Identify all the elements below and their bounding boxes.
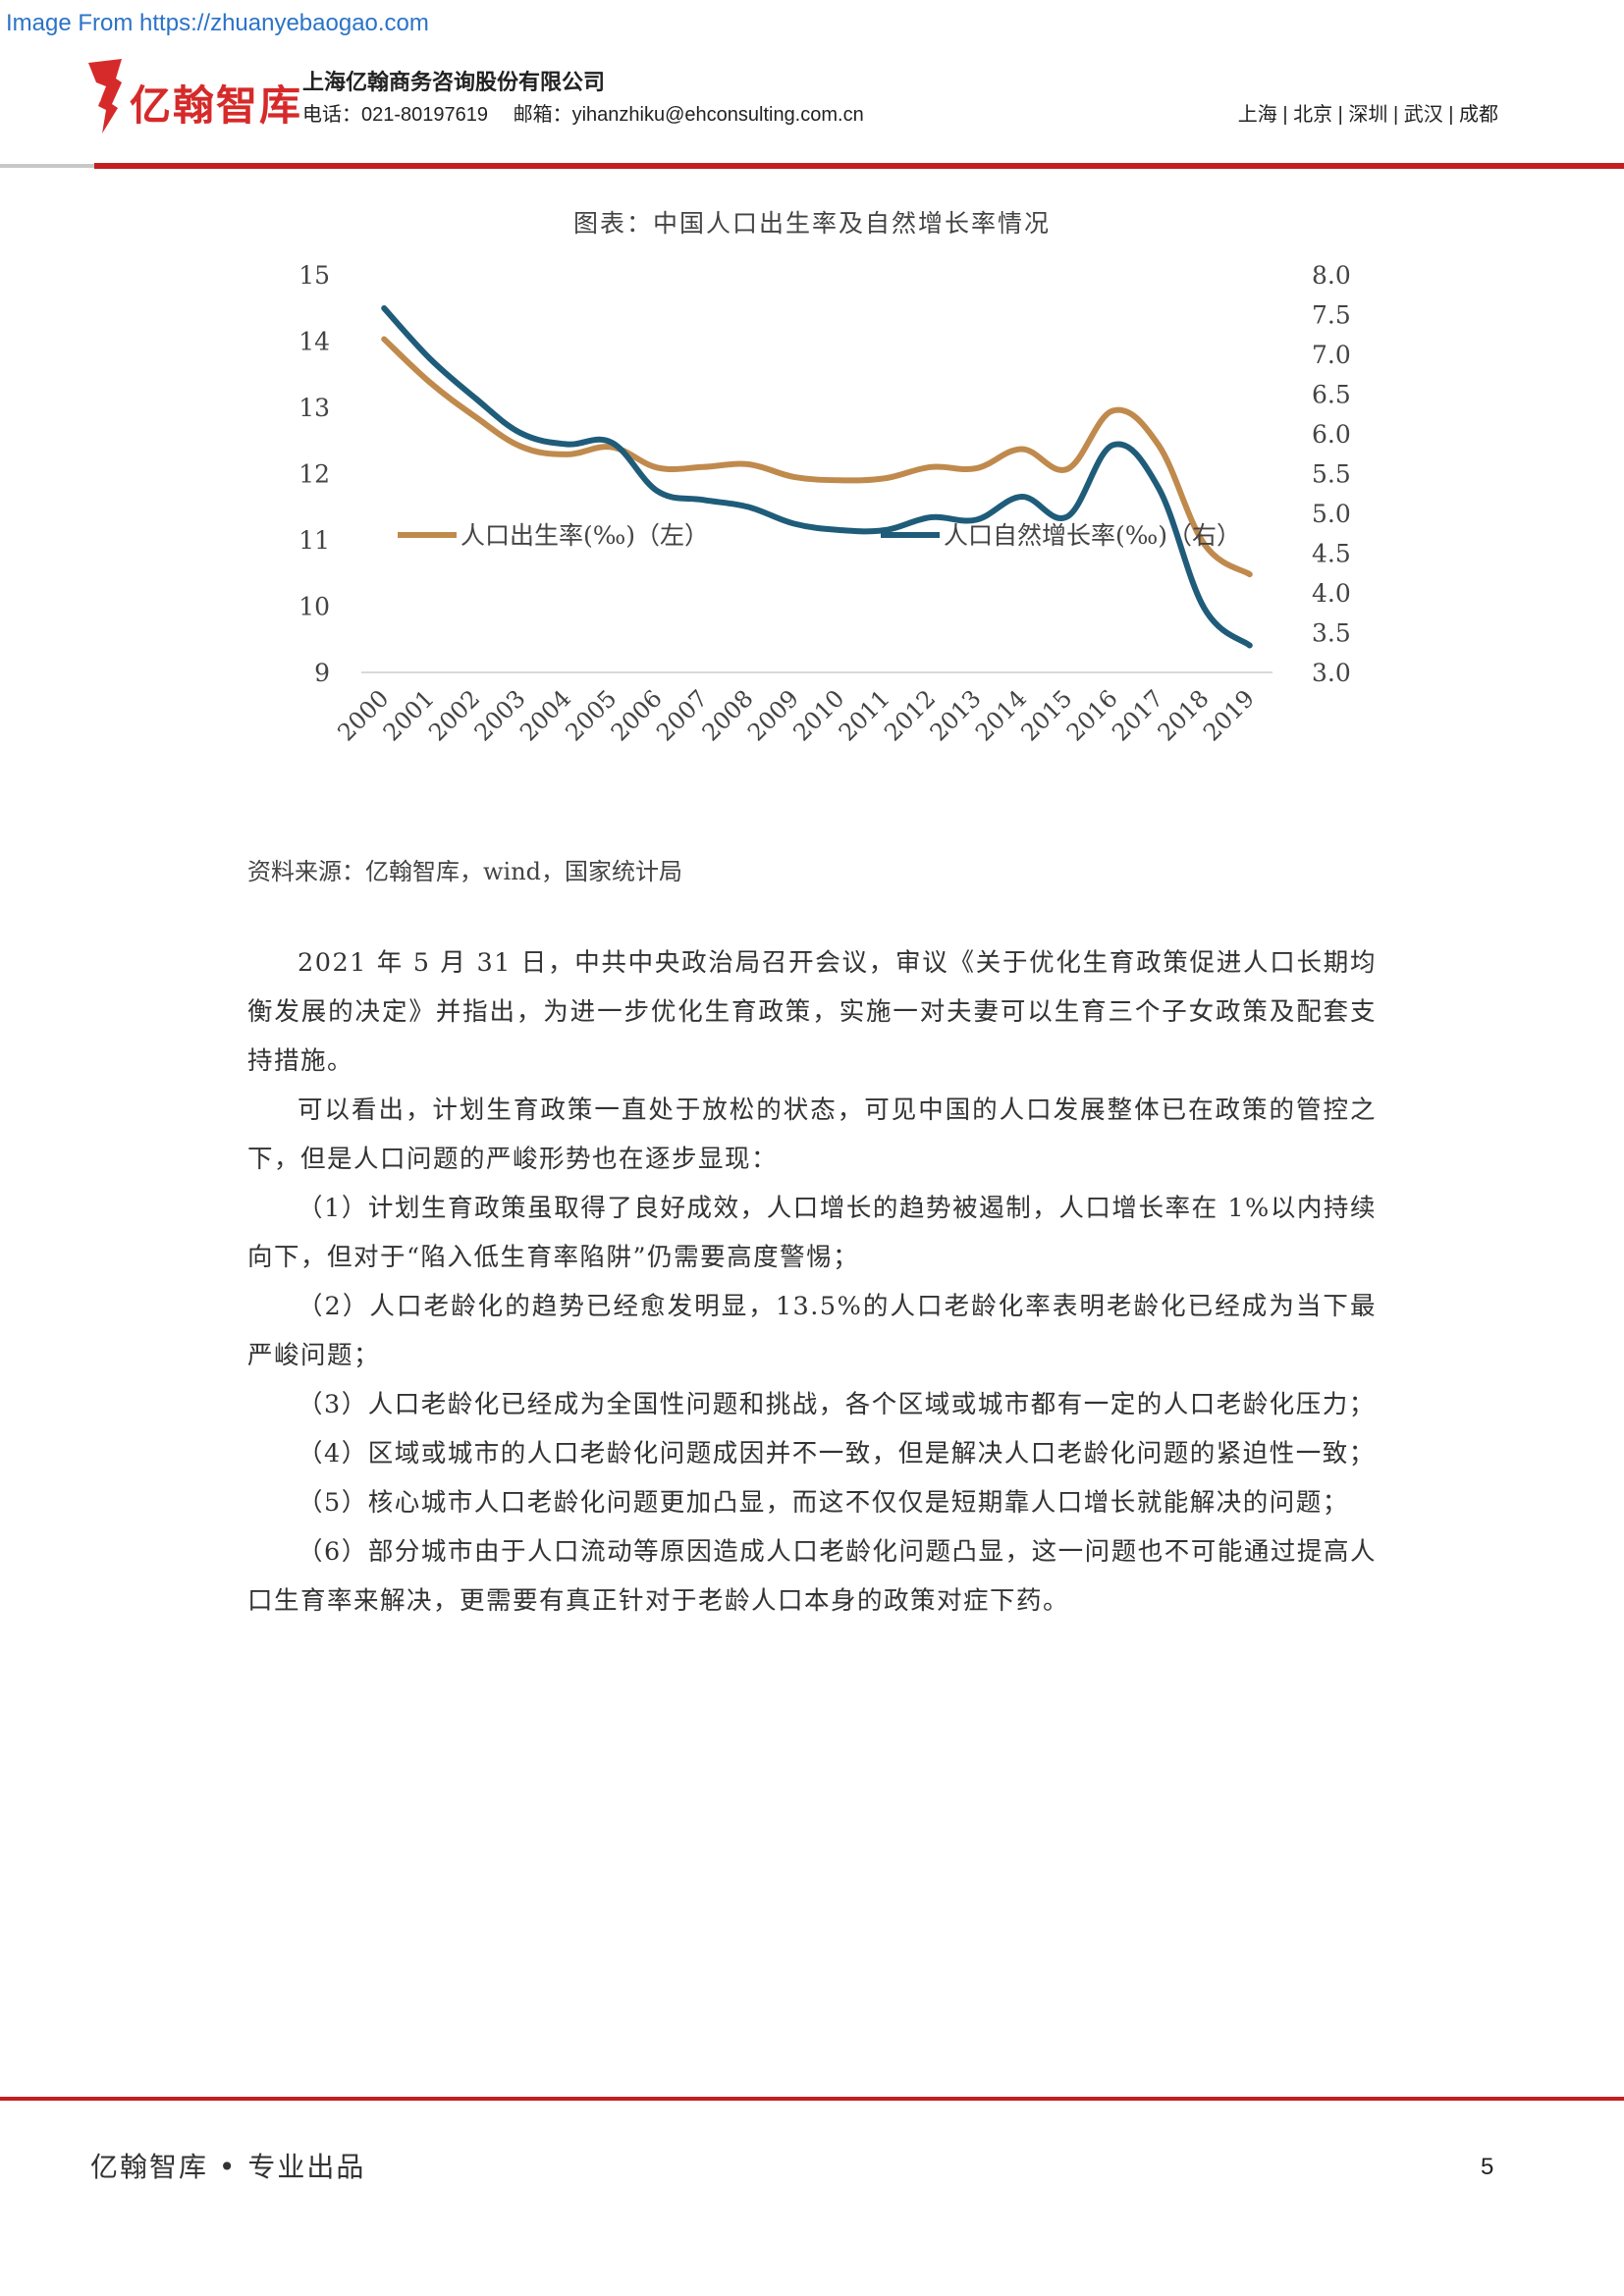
left-axis-tick-label: 10 <box>298 593 330 621</box>
right-axis-tick-label: 6.5 <box>1312 381 1351 409</box>
logo-wordmark: 亿翰智库 <box>130 82 303 129</box>
logo-icon <box>82 57 128 135</box>
legend-birth-rate-label: 人口出生率(‰)（左） <box>460 521 709 550</box>
left-axis-tick-label: 13 <box>298 394 330 422</box>
x-axis-tick-label: 2015 <box>1015 684 1077 746</box>
x-axis-tick-label: 2019 <box>1198 684 1260 746</box>
x-axis-tick-label: 2001 <box>378 684 440 746</box>
paragraph-summary: 可以看出，计划生育政策一直处于放松的状态，可见中国的人口发展整体已在政策的管控之… <box>247 1095 1377 1174</box>
paragraph-point-1: （1）计划生育政策虽取得了良好成效，人口增长的趋势被遏制，人口增长率在 1%以内… <box>247 1194 1377 1272</box>
right-axis-tick-label: 7.5 <box>1312 301 1351 330</box>
right-axis-tick-label: 6.0 <box>1312 420 1351 449</box>
header-divider-red <box>94 163 1624 169</box>
left-axis-tick-label: 12 <box>298 460 330 489</box>
right-axis-tick-label: 8.0 <box>1312 261 1351 290</box>
paragraph-point-6: （6）部分城市由于人口流动等原因造成人口老龄化问题凸显，这一问题也不可能通过提高… <box>247 1537 1377 1616</box>
x-axis-tick-label: 2017 <box>1107 684 1168 746</box>
birth-rate-line <box>381 336 1253 578</box>
right-axis-tick-label: 3.0 <box>1312 659 1351 687</box>
header-divider-gray <box>0 164 94 168</box>
office-cities: 上海 | 北京 | 深圳 | 武汉 | 成都 <box>1237 104 1498 126</box>
company-contact: 电话：021-80197619 邮箱：yihanzhiku@ehconsulti… <box>302 98 884 127</box>
right-axis-tick-label: 4.5 <box>1312 540 1351 568</box>
company-name: 上海亿翰商务咨询股份有限公司 <box>302 70 606 94</box>
legend-natural-growth-rate-label: 人口自然增长率(‰)（右） <box>944 521 1241 550</box>
right-axis-tick-label: 3.5 <box>1312 619 1351 648</box>
x-axis-tick-label: 2006 <box>606 684 668 746</box>
x-axis-tick-label: 2014 <box>970 684 1032 746</box>
body-text: 2021 年 5 月 31 日，中共中央政治局召开会议，审议《关于优化生育政策促… <box>247 938 1377 1626</box>
x-axis-tick-label: 2002 <box>423 684 485 746</box>
right-axis-tick-label: 5.5 <box>1312 460 1351 489</box>
x-axis-tick-label: 2011 <box>834 684 895 746</box>
x-axis-tick-label: 2000 <box>332 684 394 746</box>
x-axis-tick-label: 2004 <box>514 684 576 746</box>
footer-divider <box>0 2097 1624 2101</box>
email-text[interactable]: 邮箱：yihanzhiku@ehconsulting.com.cn <box>513 104 864 126</box>
paragraph-point-2: （2）人口老龄化的趋势已经愈发明显，13.5%的人口老龄化率表明老龄化已经成为当… <box>247 1292 1377 1370</box>
left-axis-tick-label: 11 <box>298 526 330 555</box>
right-axis-tick-label: 4.0 <box>1312 579 1351 608</box>
natural-growth-rate-line <box>381 305 1253 649</box>
left-axis-tick-label: 9 <box>314 659 330 687</box>
x-axis-tick-label: 2018 <box>1153 684 1215 746</box>
paragraph-point-3: （3）人口老龄化已经成为全国性问题和挑战，各个区域或城市都有一定的人口老龄化压力… <box>298 1390 1376 1419</box>
paragraph-point-5: （5）核心城市人口老龄化问题更加凸显，而这不仅仅是短期靠人口增长就能解决的问题； <box>298 1488 1349 1518</box>
x-axis-tick-label: 2007 <box>651 684 713 746</box>
x-axis-tick-label: 2009 <box>742 684 804 746</box>
x-axis-tick-label: 2010 <box>787 684 849 746</box>
footer-brand: 亿翰智库 • 专业出品 <box>90 2151 366 2183</box>
x-axis-tick-label: 2016 <box>1061 684 1123 746</box>
x-axis-tick-label: 2013 <box>925 684 987 746</box>
x-axis-tick-label: 2008 <box>697 684 759 746</box>
left-axis-tick-label: 15 <box>298 261 330 290</box>
right-axis-tick-label: 7.0 <box>1312 341 1351 369</box>
x-axis-tick-label: 2012 <box>879 684 941 746</box>
chart-title: 图表：中国人口出生率及自然增长率情况 <box>572 209 1051 238</box>
paragraph-point-4: （4）区域或城市的人口老龄化问题成因并不一致，但是解决人口老龄化问题的紧迫性一致… <box>298 1439 1376 1468</box>
source-watermark: Image From https://zhuanyebaogao.com <box>6 10 429 36</box>
phone-text: 电话：021-80197619 <box>302 104 489 126</box>
chart-source: 资料来源：亿翰智库，wind，国家统计局 <box>247 858 683 885</box>
page-number: 5 <box>1481 2154 1494 2180</box>
x-axis-tick-label: 2003 <box>469 684 531 746</box>
right-axis-tick-label: 5.0 <box>1312 500 1351 528</box>
paragraph-intro: 2021 年 5 月 31 日，中共中央政治局召开会议，审议《关于优化生育政策促… <box>247 948 1377 1076</box>
x-axis-tick-label: 2005 <box>560 684 622 746</box>
birth-rate-chart: 15 14 13 12 11 10 9 8.0 7.5 7.0 6.5 6.0 5.5 5.0 4.5 4.0… <box>298 261 1351 746</box>
left-axis-tick-label: 14 <box>298 328 330 356</box>
